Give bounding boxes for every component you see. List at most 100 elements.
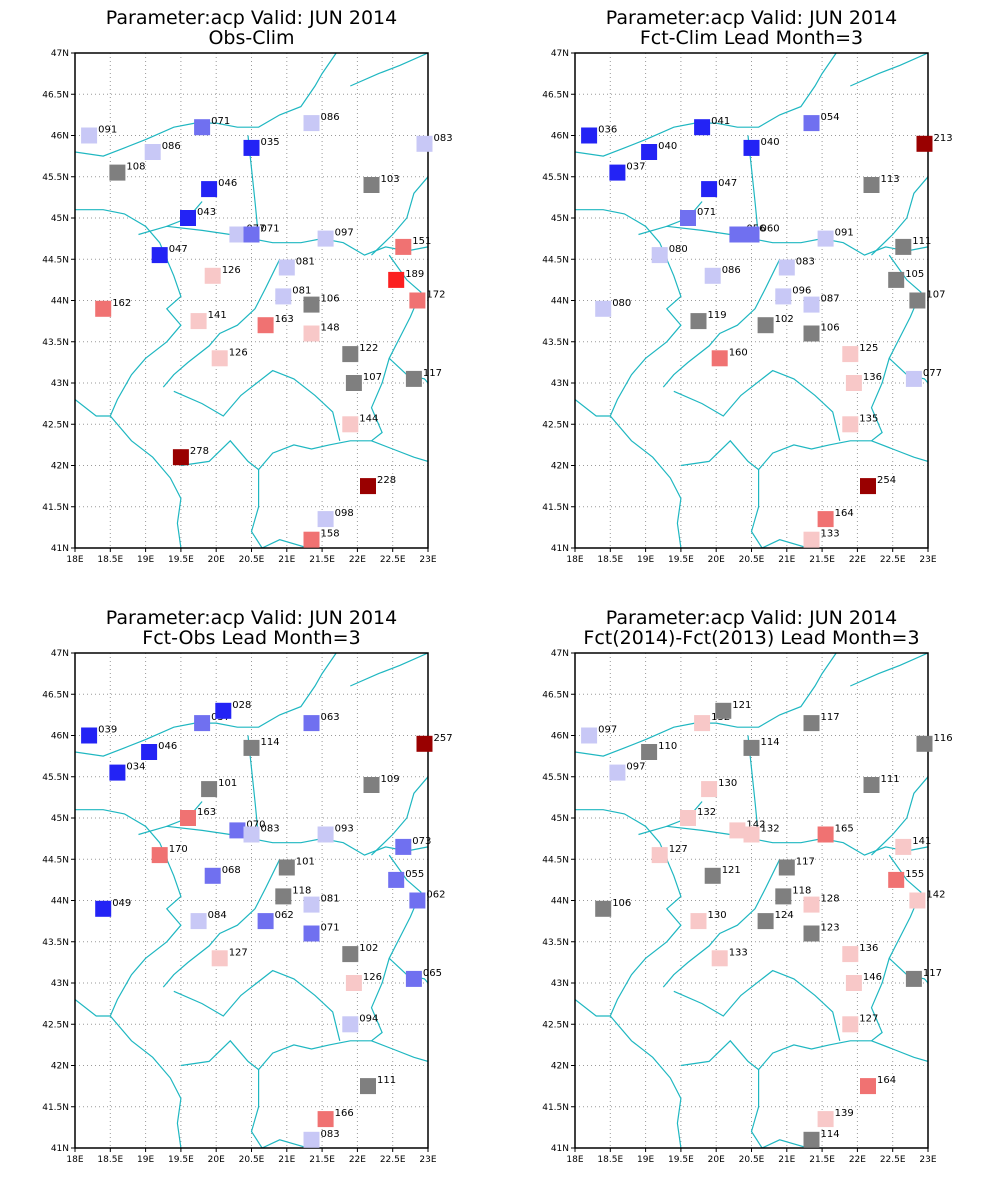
border-line: [761, 1139, 823, 1148]
y-tick-label: 44.5N: [42, 855, 69, 865]
y-tick-label: 47N: [51, 649, 69, 659]
x-tick-label: 18.5E: [597, 555, 623, 565]
station-marker: [690, 313, 707, 330]
station-value-label: 068: [222, 865, 241, 876]
x-tick-label: 19E: [637, 1155, 654, 1165]
station-marker: [651, 247, 668, 264]
station-marker: [701, 781, 718, 798]
station-marker: [863, 177, 880, 193]
border-line: [261, 1139, 323, 1148]
panel-subtitle: Fct(2014)-Fct(2013) Lead Month=3: [583, 627, 919, 649]
station-marker: [229, 226, 246, 243]
station-marker: [905, 370, 922, 387]
station-value-label: 160: [729, 347, 748, 358]
y-tick-label: 47N: [551, 649, 569, 659]
station-value-label: 060: [761, 224, 780, 235]
x-tick-label: 22.5E: [880, 555, 906, 565]
station-marker: [842, 416, 859, 433]
station-value-label: 039: [98, 725, 117, 736]
station-marker: [757, 317, 774, 334]
y-tick-label: 41.5N: [542, 1103, 569, 1113]
station-value-label: 139: [835, 1108, 854, 1119]
station-marker: [729, 226, 746, 243]
station-value-label: 128: [821, 894, 840, 905]
y-tick-label: 41.5N: [542, 503, 569, 513]
station-marker: [243, 739, 260, 756]
y-tick-label: 44N: [551, 297, 569, 307]
border-line: [850, 653, 928, 687]
x-tick-label: 20E: [208, 1155, 225, 1165]
station-value-label: 135: [859, 413, 878, 424]
station-value-label: 102: [359, 943, 378, 954]
y-tick-label: 46.5N: [42, 690, 69, 700]
station-marker: [95, 300, 112, 317]
station-marker: [317, 826, 334, 843]
x-tick-label: 19.5E: [168, 555, 194, 565]
station-value-label: 046: [218, 178, 237, 189]
y-tick-label: 42N: [51, 1062, 69, 1072]
station-value-label: 071: [697, 207, 716, 218]
station-marker: [715, 702, 732, 719]
station-marker: [81, 727, 98, 744]
station-value-label: 106: [821, 323, 840, 334]
station-value-label: 040: [761, 137, 780, 148]
station-marker: [141, 744, 158, 760]
station-marker: [775, 888, 792, 905]
station-marker: [595, 900, 612, 917]
y-tick-label: 44.5N: [542, 855, 569, 865]
border-line: [575, 53, 837, 157]
station-value-label: 073: [412, 836, 431, 847]
border-line: [138, 225, 428, 256]
x-tick-label: 21E: [778, 555, 795, 565]
x-tick-label: 21.5E: [309, 555, 335, 565]
border-line: [575, 399, 611, 417]
station-marker: [803, 115, 820, 132]
station-marker: [743, 739, 760, 756]
y-tick-label: 45N: [51, 814, 69, 824]
station-marker: [172, 449, 189, 466]
x-tick-label: 18E: [566, 555, 583, 565]
station-value-label: 118: [792, 885, 811, 896]
x-tick-label: 22.5E: [380, 555, 406, 565]
x-tick-label: 23E: [919, 1155, 936, 1165]
station-value-label: 084: [208, 910, 227, 921]
station-value-label: 035: [261, 137, 280, 148]
station-marker: [817, 230, 834, 247]
station-value-label: 071: [261, 224, 280, 235]
station-marker: [694, 715, 711, 732]
station-value-label: 111: [912, 236, 931, 247]
station-value-label: 142: [926, 890, 945, 901]
border-line: [109, 1015, 182, 1148]
station-value-label: 083: [796, 257, 815, 268]
station-value-label: 146: [863, 972, 882, 983]
station-value-label: 047: [718, 178, 737, 189]
station-value-label: 054: [821, 112, 840, 123]
y-tick-label: 45N: [51, 214, 69, 224]
x-tick-label: 18.5E: [97, 555, 123, 565]
border-line: [871, 176, 928, 256]
station-value-label: 117: [796, 857, 815, 868]
station-marker: [194, 119, 211, 136]
station-value-label: 096: [792, 285, 811, 296]
x-tick-label: 21E: [278, 555, 295, 565]
station-marker: [778, 259, 795, 276]
border-line: [371, 1040, 428, 1062]
station-value-label: 047: [169, 244, 188, 255]
border-line: [871, 1040, 928, 1062]
station-value-label: 127: [229, 947, 248, 958]
station-value-label: 151: [412, 236, 431, 247]
station-value-label: 130: [718, 778, 737, 789]
station-value-label: 165: [835, 824, 854, 835]
station-marker: [243, 139, 260, 156]
border-line: [350, 653, 428, 687]
y-tick-label: 44N: [51, 297, 69, 307]
border-line: [575, 809, 682, 1017]
station-value-label: 049: [112, 898, 131, 909]
x-tick-label: 22E: [349, 555, 366, 565]
station-value-label: 109: [381, 774, 400, 785]
y-tick-label: 43.5N: [542, 338, 569, 348]
station-marker: [895, 838, 912, 855]
border-line: [162, 259, 281, 388]
panel-title: Parameter:acp Valid: JUN 2014: [106, 7, 397, 29]
station-marker: [895, 238, 912, 255]
